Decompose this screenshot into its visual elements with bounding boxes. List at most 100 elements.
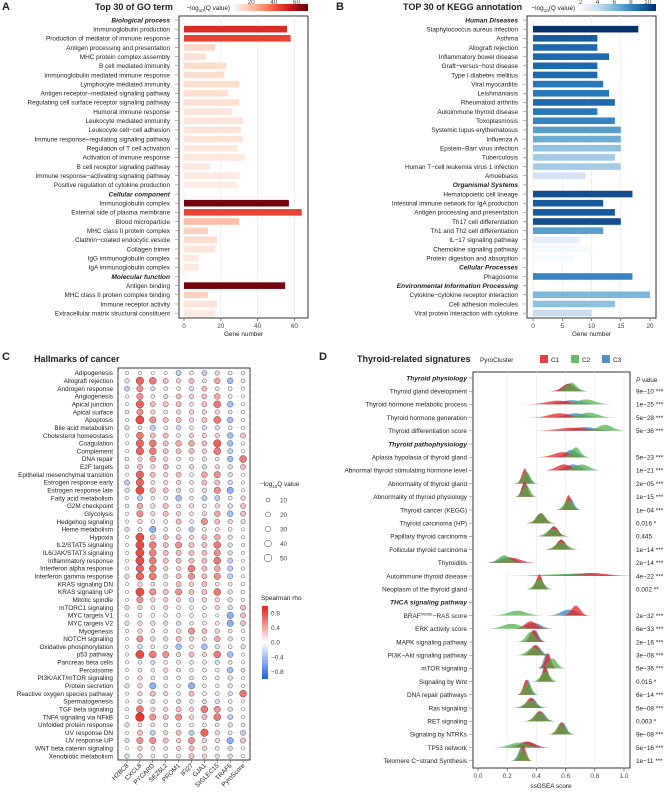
row-label-text: Thyroiditis (438, 560, 467, 567)
bar (533, 154, 615, 161)
row-label-text: Autoimmune thyroid disease (386, 573, 467, 580)
size-legend-dot (264, 539, 272, 548)
x-axis-label: Gene number (572, 331, 612, 338)
dot (175, 393, 182, 400)
dot (175, 495, 182, 502)
dot (226, 486, 234, 494)
category-label: Leukocyte mediated immunity (85, 118, 170, 125)
category-label: Staphylococcus aureus infection (426, 26, 518, 33)
legend-title-subscript: 10 (272, 484, 278, 489)
legend-label: C2 (582, 357, 591, 364)
bar (533, 245, 592, 253)
density-ridge-C2 (558, 464, 605, 471)
dot (176, 745, 182, 751)
dot (227, 440, 234, 447)
dot (163, 409, 168, 415)
dot (213, 572, 221, 580)
dot (241, 410, 246, 414)
dot (189, 495, 194, 501)
dot (202, 527, 207, 532)
bar (533, 80, 604, 88)
row-label-text: DNA repair pathways (407, 692, 467, 699)
dot (227, 534, 233, 540)
bar (533, 300, 615, 308)
row-label: Autoimmune thyroid disease (386, 573, 467, 580)
dot (227, 573, 233, 580)
row-label-text: Thyroid hormone metabolic process (365, 402, 467, 409)
dot (202, 378, 207, 384)
dot (241, 652, 246, 657)
p-value: 1e−15 *** (636, 494, 664, 501)
group-header: Thyroid physiology (406, 375, 467, 382)
dot (163, 472, 169, 478)
row-label: Epithelial mesenchymal transition (18, 472, 113, 479)
p-value: 5e−08 *** (636, 705, 664, 712)
dot (188, 753, 195, 759)
dot (163, 667, 169, 673)
p-value: 0.445 (636, 534, 652, 541)
dot (124, 753, 130, 759)
row-label: Oxidative phosphorylation (39, 644, 113, 651)
dot (201, 597, 207, 603)
dot (227, 432, 234, 439)
dot (163, 581, 168, 587)
dot (227, 745, 233, 751)
dot (227, 386, 233, 391)
density-ridge-C2 (561, 447, 590, 458)
bar (184, 309, 216, 317)
category-label: Immunoglobulin complex (99, 201, 170, 208)
dot (214, 409, 220, 415)
dot (175, 448, 182, 455)
category-label: Collagen trimer (127, 246, 171, 253)
color-legend-bar (234, 4, 308, 11)
dot (201, 393, 208, 400)
dot (241, 550, 246, 555)
row-label: Fatty acid metabolism (51, 495, 113, 502)
density-ridge-C2 (489, 610, 546, 616)
dot (125, 629, 129, 633)
row-label-text: Thyroid gland development (390, 389, 467, 396)
dot (214, 730, 220, 736)
dot (241, 449, 246, 454)
x-tick-label: 15 (617, 323, 625, 330)
category-label: Production of mediator of immune respons… (46, 36, 170, 43)
dot (188, 526, 195, 533)
category-label: Influenza A (486, 136, 518, 143)
category-label: IgG immunoglobulin complex (88, 255, 171, 262)
density-ridge-C2 (490, 742, 547, 748)
size-legend-label: 30 (280, 526, 288, 533)
color-legend-tick: 4 (596, 0, 600, 6)
row-label: TP53 network (428, 745, 468, 752)
p-value: 1e−11 *** (636, 758, 663, 765)
density-ridge-C2 (555, 382, 588, 392)
row-label: G2M checkpoint (67, 503, 113, 510)
dot (200, 705, 209, 713)
dot (125, 676, 129, 680)
row-label: Apoptosis (85, 417, 113, 424)
dot (163, 636, 169, 642)
bar (184, 80, 240, 88)
dot (124, 385, 130, 392)
bar (184, 144, 238, 152)
dot (201, 495, 208, 501)
bar (184, 181, 238, 189)
category-label: Activation of immune response (83, 155, 171, 162)
bar (184, 99, 240, 106)
p-value: 6e−14 *** (636, 692, 664, 699)
dot (163, 456, 169, 462)
dot (175, 541, 183, 549)
dot (201, 448, 207, 454)
dot (135, 470, 144, 479)
row-label: UV response UP (65, 738, 113, 745)
size-legend-label: 10 (280, 497, 288, 504)
dot (150, 753, 156, 759)
dot (162, 503, 169, 509)
dot (202, 667, 207, 673)
dot (125, 449, 129, 454)
dot (125, 644, 129, 649)
row-label-text: Abnormal thyroid stimulating hormone lev… (344, 468, 467, 475)
p-value: 5e−28 *** (636, 415, 664, 422)
bar (184, 172, 240, 180)
dot (189, 605, 194, 610)
dot (188, 503, 194, 509)
